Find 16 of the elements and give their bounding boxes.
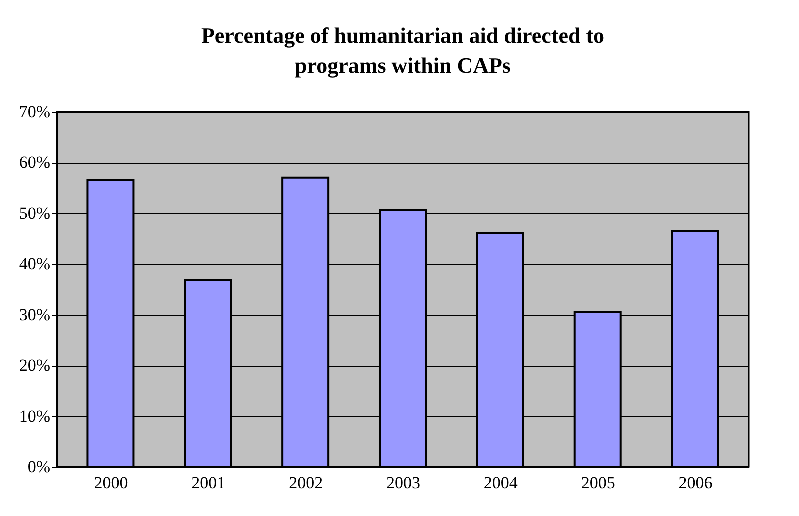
x-tick-label: 2006 [678, 474, 713, 492]
y-tick-label: 30% [19, 305, 50, 324]
y-tick-label: 50% [19, 204, 50, 223]
x-tick-label: 2003 [386, 474, 420, 492]
x-tick-label: 2001 [192, 474, 226, 492]
y-tick-label: 10% [19, 406, 50, 426]
y-tick-label: 40% [19, 254, 50, 274]
y-tick-label: 0% [28, 458, 50, 476]
x-tick-label: 2000 [94, 474, 128, 492]
x-tick-label: 2002 [289, 474, 324, 492]
chart-title: Percentage of humanitarian aid directed to programs within CAPs [201, 23, 605, 78]
x-tick-label: 2004 [484, 474, 518, 492]
y-tick-label: 60% [19, 153, 50, 172]
x-tick-label: 2005 [581, 474, 616, 492]
y-tick-label: 70% [19, 102, 50, 122]
y-tick-label: 20% [19, 356, 50, 376]
